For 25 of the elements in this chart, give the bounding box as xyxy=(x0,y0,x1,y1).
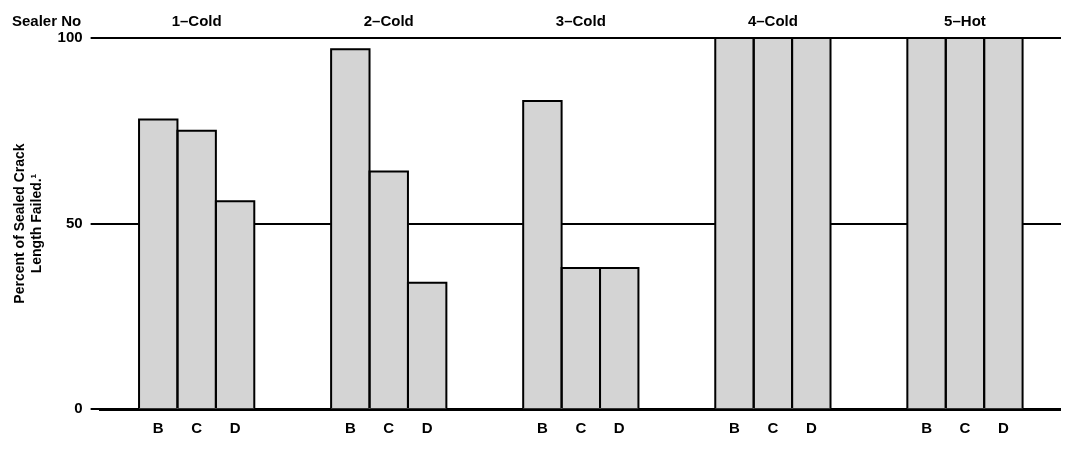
text: 4–Cold xyxy=(747,12,798,30)
text: 3–Cold xyxy=(555,12,606,30)
x-tick-label: D xyxy=(997,419,1009,437)
text: Sealer No xyxy=(12,12,82,30)
x-tick-label: B xyxy=(921,419,933,437)
y-tick-label: 100 xyxy=(57,28,83,46)
x-tick-label: B xyxy=(152,419,164,437)
x-tick-label: B xyxy=(729,419,741,437)
x-tick-label: C xyxy=(575,419,587,437)
x-tick-label: C xyxy=(191,419,203,437)
x-tick-label: C xyxy=(383,419,395,437)
x-tick-label: D xyxy=(421,419,433,437)
text: 2–Cold xyxy=(363,12,414,30)
x-tick-label: D xyxy=(805,419,817,437)
y-axis-title: Percent of Sealed Crack Length Failed.¹ xyxy=(11,143,45,304)
text: 1–Cold xyxy=(171,12,222,30)
y-tick-label: 0 xyxy=(74,399,83,417)
x-tick-label: D xyxy=(229,419,241,437)
text: 5–Hot xyxy=(944,12,986,30)
x-tick-label: C xyxy=(959,419,971,437)
x-tick-label: D xyxy=(613,419,625,437)
x-tick-label: B xyxy=(536,419,548,437)
y-tick-label: 50 xyxy=(65,213,83,231)
x-tick-label: C xyxy=(767,419,779,437)
x-tick-label: B xyxy=(344,419,356,437)
